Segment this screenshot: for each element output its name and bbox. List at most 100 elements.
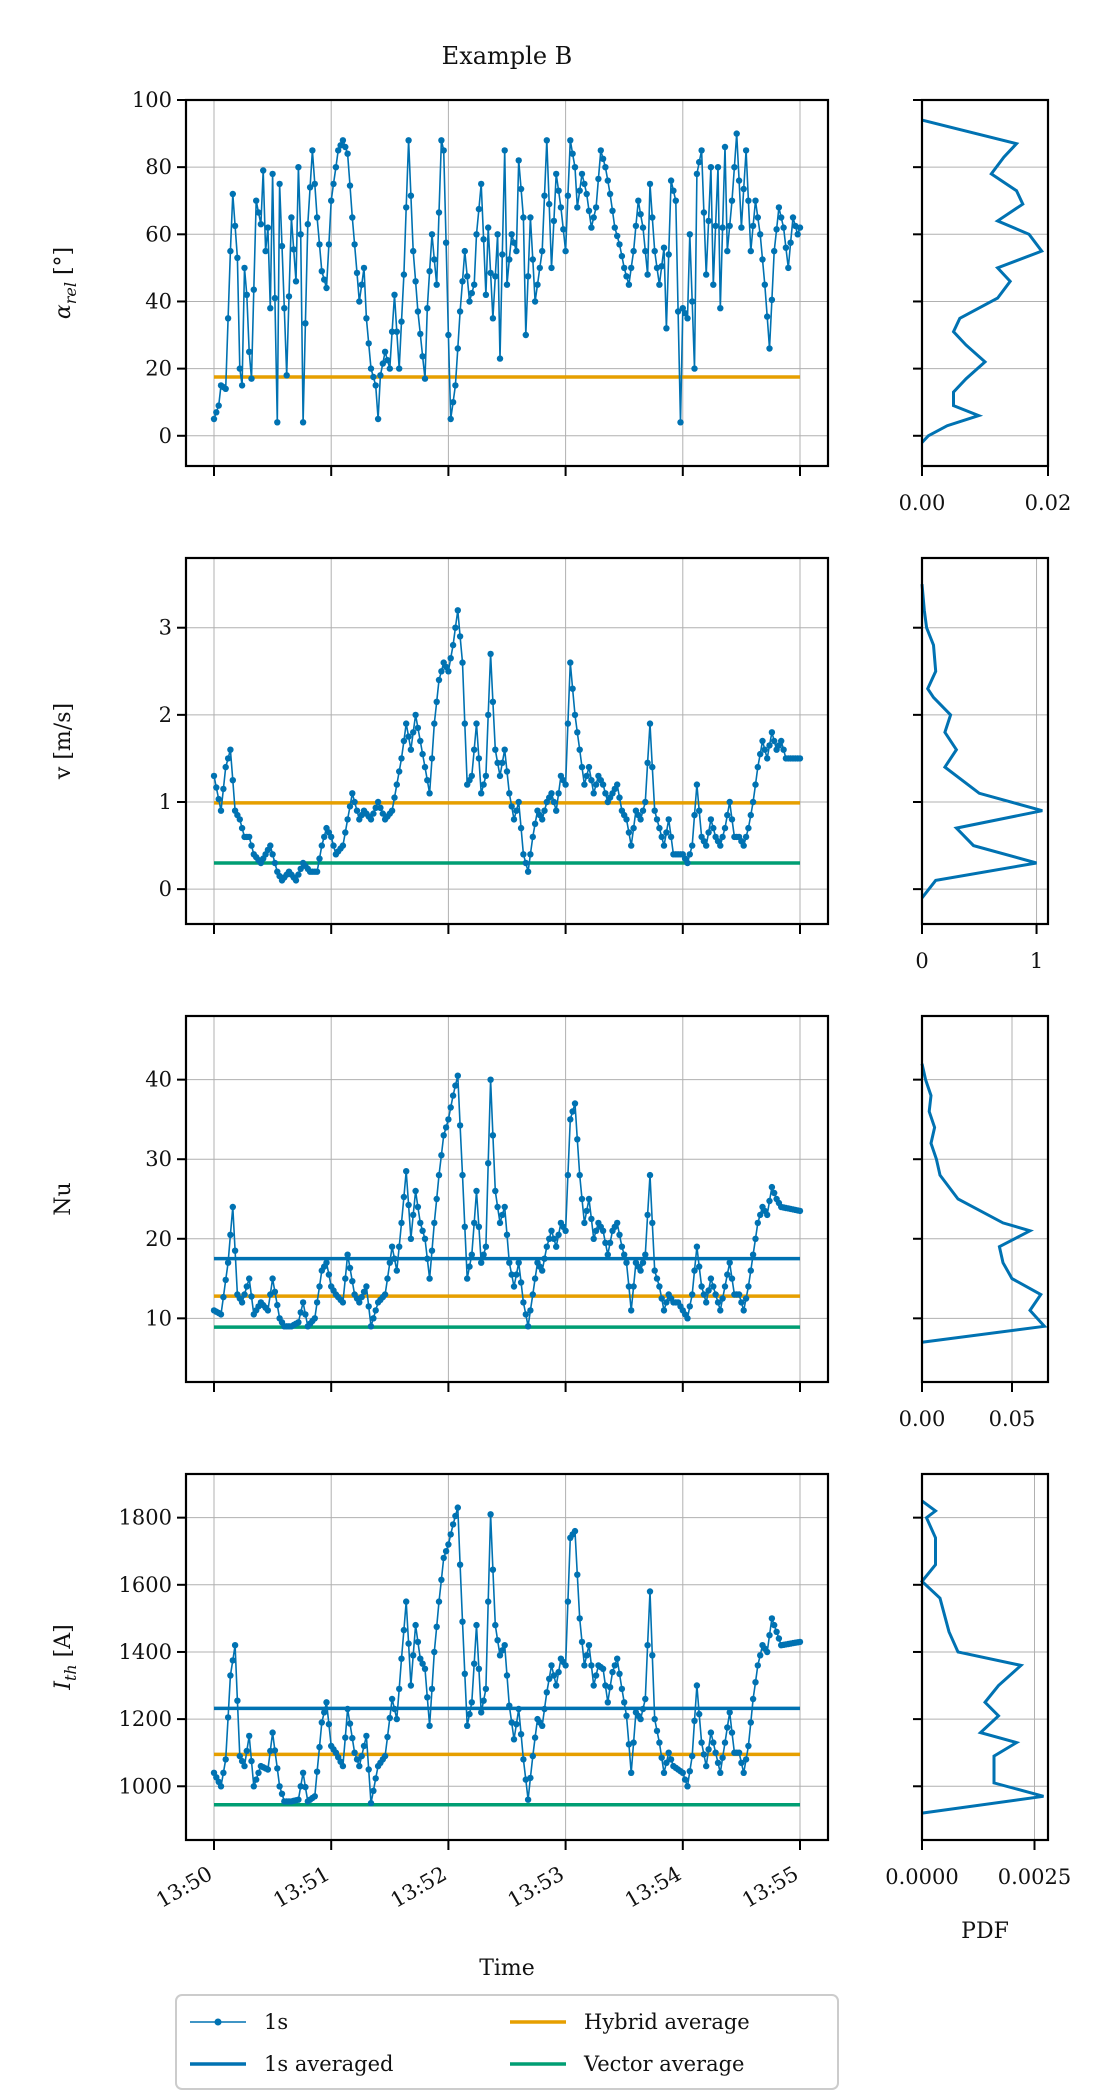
series-1s-point xyxy=(656,1739,663,1746)
series-1s-point xyxy=(590,1682,597,1689)
series-1s-point xyxy=(754,214,761,221)
series-1s-point xyxy=(578,1638,586,1646)
series-1s-point xyxy=(574,1136,581,1143)
series-1s-point xyxy=(370,373,377,381)
series-1s-point xyxy=(236,1752,243,1760)
pdf-axis-label: PDF xyxy=(961,1919,1009,1944)
series-1s-point xyxy=(787,239,794,246)
series-1s-point xyxy=(707,1275,715,1282)
y-axis-label: Ith [A] xyxy=(51,1624,80,1690)
series-1s-point xyxy=(414,308,422,315)
series-1s-point xyxy=(313,1299,321,1306)
series-1s-point xyxy=(623,816,630,823)
series-1s-point xyxy=(478,1259,485,1266)
series-1s-point xyxy=(447,1531,454,1538)
series-1s-point xyxy=(649,214,656,221)
series-1s-point xyxy=(424,1694,431,1701)
series-1s-point xyxy=(344,1705,351,1713)
series-1s-point xyxy=(567,137,574,144)
series-1s-point xyxy=(440,1554,447,1562)
series-1s-point xyxy=(269,851,276,858)
series-1s-point xyxy=(231,1642,239,1649)
series-1s-point xyxy=(728,1729,736,1736)
series-1s-point xyxy=(461,1223,468,1231)
series-1s-point xyxy=(592,781,600,788)
series-1s-point xyxy=(344,1251,351,1258)
series-1s-point xyxy=(773,226,780,233)
series-1s-point xyxy=(726,1259,733,1266)
series-1s-point xyxy=(447,1104,454,1111)
series-1s-point xyxy=(227,746,234,753)
series-1s-point xyxy=(698,147,705,154)
series-1s-point xyxy=(747,1267,754,1274)
series-1s-point xyxy=(248,1757,255,1765)
series-1s-point xyxy=(478,180,485,188)
series-1s-point xyxy=(789,214,797,221)
series-1s-point xyxy=(466,1710,473,1718)
series-1s-point xyxy=(585,1642,593,1649)
series-1s-point xyxy=(721,1739,729,1746)
series-1s-point xyxy=(419,1660,426,1667)
series-1s-point xyxy=(757,1211,764,1219)
series-1s-point xyxy=(628,842,635,849)
series-1s-point xyxy=(698,1739,705,1746)
series-1s-point xyxy=(689,1752,696,1760)
series-1s-point xyxy=(447,655,454,662)
series-1s-point xyxy=(325,1271,333,1278)
series-1s-point xyxy=(461,720,468,727)
series-1s-point xyxy=(431,256,438,263)
series-1s-point xyxy=(714,1759,722,1767)
series-1s-point xyxy=(445,1116,452,1123)
series-1s-point xyxy=(721,143,729,151)
pdf-line xyxy=(920,118,1045,444)
series-1s-point xyxy=(248,375,255,382)
series-1s-point xyxy=(553,1243,560,1250)
series-1s-point xyxy=(403,1168,410,1175)
series-1s-point xyxy=(288,214,295,221)
series-1s-point xyxy=(653,816,661,823)
series-1s-point xyxy=(527,851,534,858)
series-1s-point xyxy=(360,1288,368,1296)
series-1s-point xyxy=(621,1699,628,1706)
series-1s-point xyxy=(616,241,623,248)
series-1s-point xyxy=(431,720,438,727)
series-1s-point xyxy=(644,1642,651,1649)
series-1s-point xyxy=(583,1652,590,1659)
series-1s-point xyxy=(796,1638,804,1646)
series-1s-point xyxy=(567,659,574,666)
series-1s-point xyxy=(456,1122,464,1129)
series-1s-point xyxy=(524,1796,532,1803)
series-1s-point xyxy=(536,264,543,272)
series-1s-point xyxy=(539,1267,546,1274)
series-1s-point xyxy=(321,276,328,283)
series-1s-point xyxy=(768,729,776,736)
series-1s-point xyxy=(705,829,712,836)
series-1s-point xyxy=(412,278,419,285)
series-1s-point xyxy=(599,1665,607,1673)
series-1s-point xyxy=(360,1742,368,1750)
series-1s-point xyxy=(742,147,750,154)
series-1s-point xyxy=(749,1695,757,1703)
series-1s-point xyxy=(583,190,590,198)
series-1s-point xyxy=(794,231,801,238)
series-1s-point xyxy=(379,360,386,367)
series-1s-point xyxy=(234,254,241,261)
series-1s-point xyxy=(775,1635,783,1642)
series-1s-point xyxy=(745,824,752,832)
series-1s-point xyxy=(616,1670,623,1678)
series-1s-point xyxy=(796,755,804,762)
series-1s-point xyxy=(339,1299,347,1306)
series-1s-point xyxy=(747,811,754,819)
series-1s-point xyxy=(316,1743,323,1751)
y-axis-label-base: α xyxy=(51,304,76,319)
series-1s-point xyxy=(585,763,593,771)
pdf-line xyxy=(920,1063,1048,1344)
series-1s-point xyxy=(316,855,323,862)
series-1s-point xyxy=(276,1783,283,1790)
series-1s-point xyxy=(321,833,328,841)
series-1s-point xyxy=(318,1719,325,1726)
series-1s-point xyxy=(492,746,499,753)
series-1s-point xyxy=(396,1685,403,1693)
series-1s-point xyxy=(473,720,480,727)
series-1s-point xyxy=(238,1757,246,1765)
